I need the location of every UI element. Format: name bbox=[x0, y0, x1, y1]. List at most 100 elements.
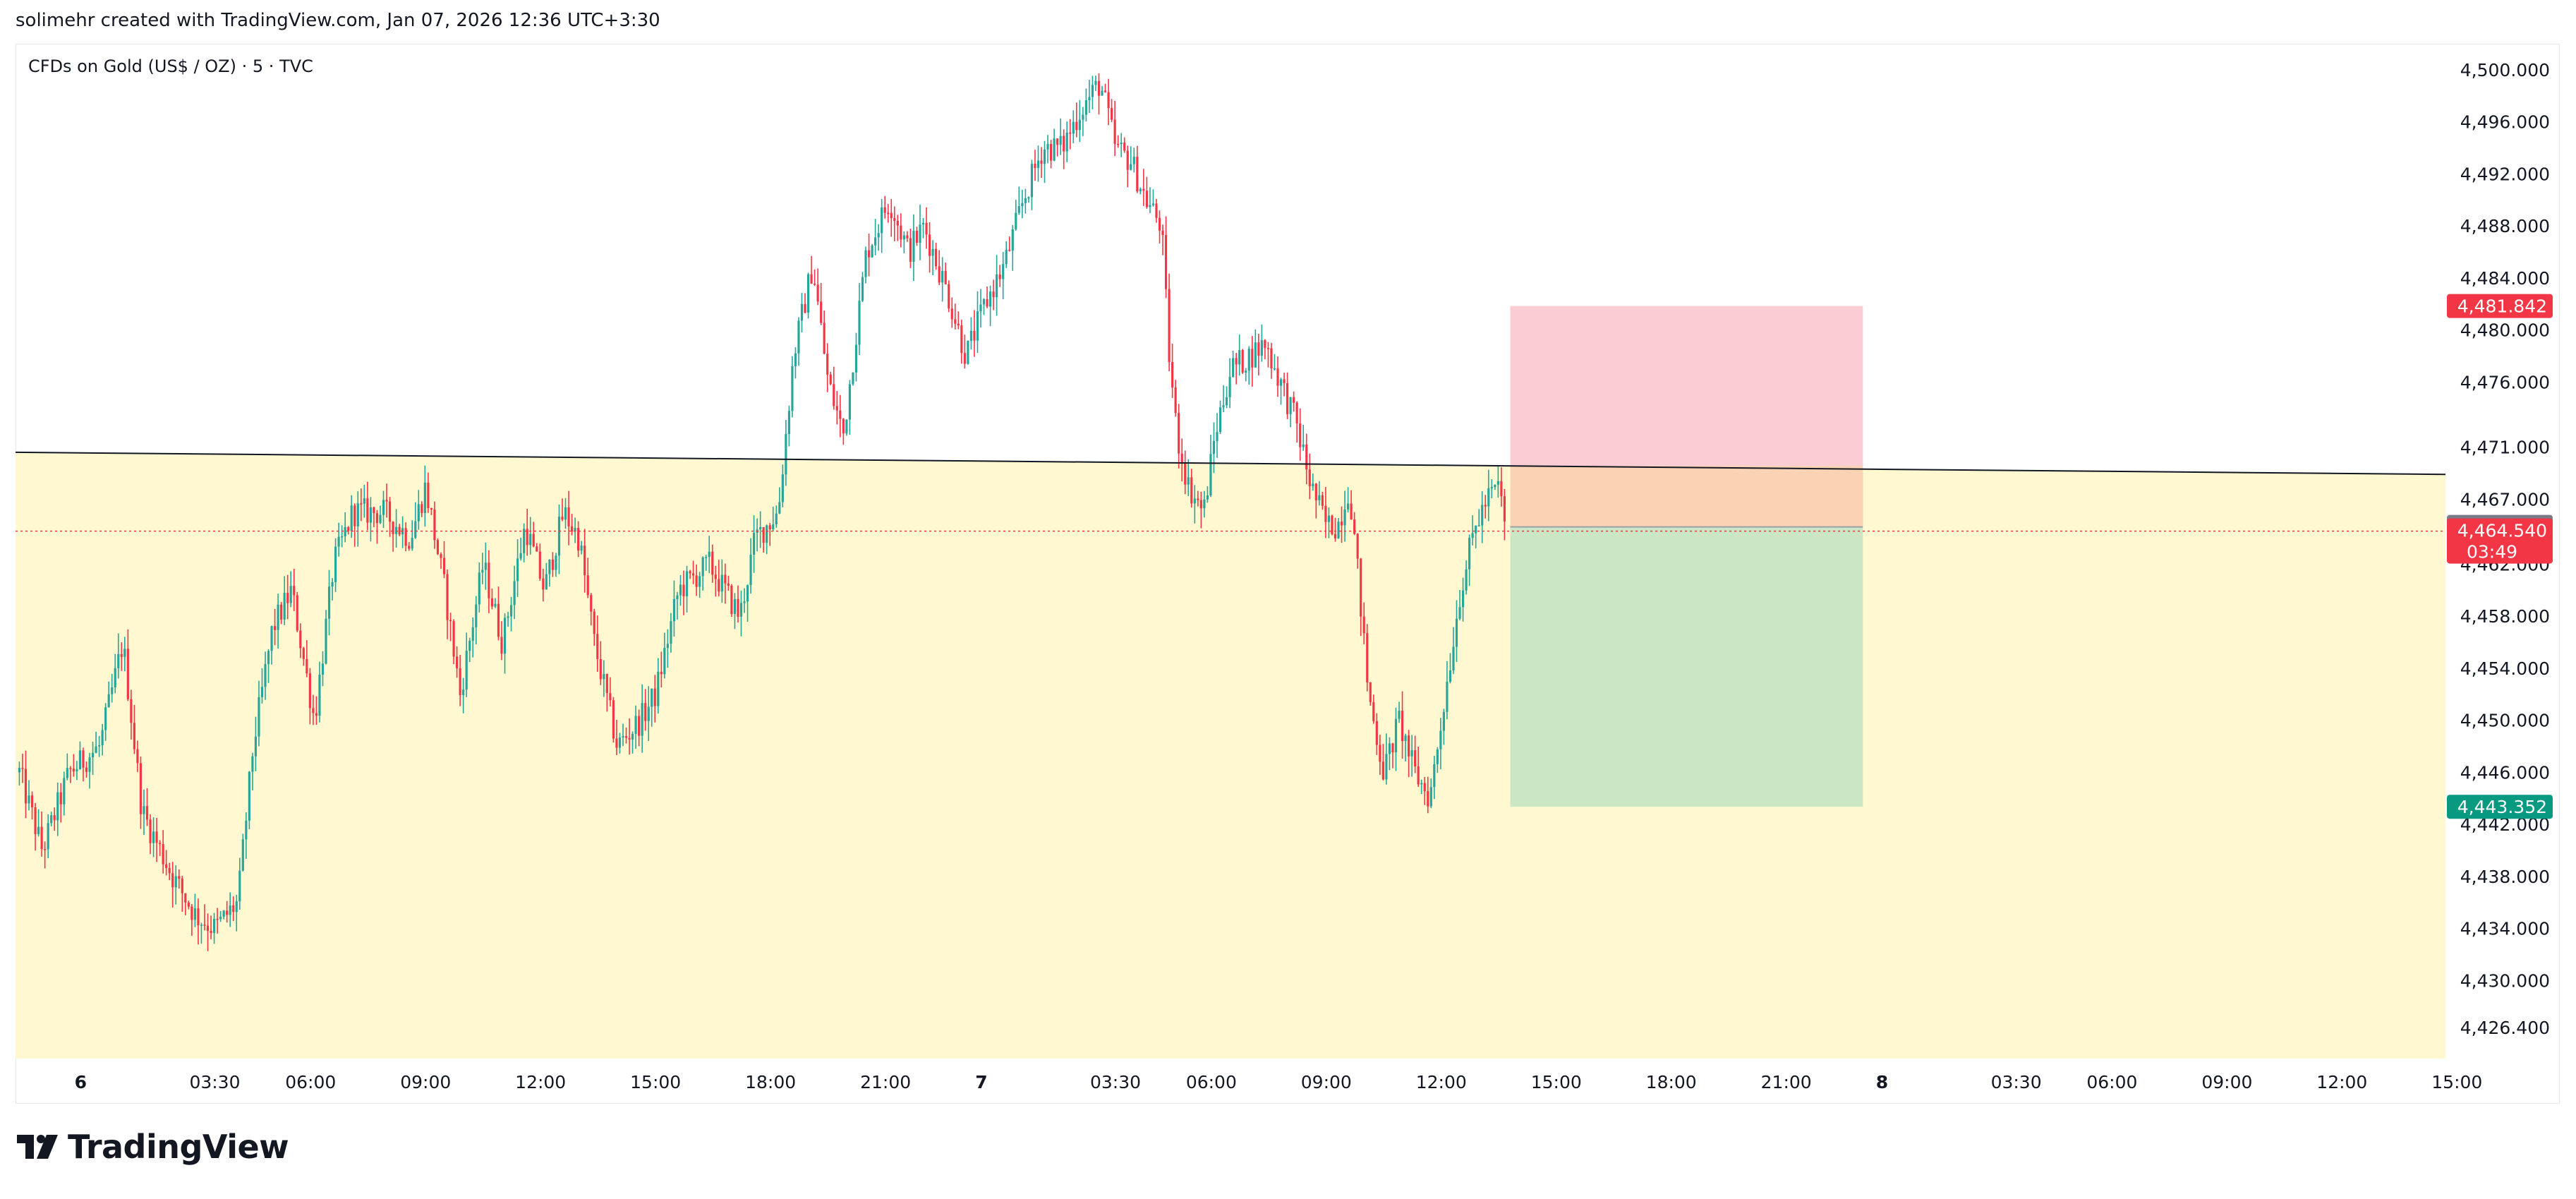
candle bbox=[596, 615, 599, 673]
candle-body bbox=[682, 584, 685, 596]
candle bbox=[245, 812, 248, 860]
candle-body bbox=[823, 323, 826, 354]
candle-body bbox=[666, 644, 669, 649]
take-profit-zone bbox=[1510, 526, 1863, 807]
candle-body bbox=[1308, 469, 1311, 486]
candle bbox=[315, 696, 318, 725]
candle-body bbox=[82, 750, 85, 768]
candle-body bbox=[516, 558, 519, 582]
candle-body bbox=[1002, 264, 1005, 279]
candle bbox=[1091, 76, 1094, 109]
candle-body bbox=[245, 820, 248, 840]
candle-body bbox=[628, 737, 631, 740]
candle-body bbox=[1193, 498, 1196, 504]
candle bbox=[1417, 747, 1420, 787]
candle-body bbox=[1423, 783, 1426, 792]
candle bbox=[1005, 241, 1008, 268]
candle bbox=[235, 894, 238, 932]
candle-body bbox=[1433, 764, 1436, 788]
candle bbox=[1017, 186, 1020, 215]
candle-body bbox=[446, 574, 449, 620]
candle bbox=[1446, 661, 1449, 720]
candle-body bbox=[1030, 164, 1034, 198]
candle-body bbox=[1206, 495, 1209, 500]
price-tick-label: 4,446.000 bbox=[2460, 762, 2550, 783]
candle bbox=[133, 704, 135, 754]
candle bbox=[1401, 691, 1404, 759]
candle-body bbox=[1101, 90, 1103, 96]
candle bbox=[1036, 145, 1040, 182]
candle-body bbox=[593, 611, 595, 634]
candle-body bbox=[459, 668, 461, 695]
candle-body bbox=[816, 284, 819, 302]
candle-body bbox=[1331, 515, 1334, 534]
candle-body bbox=[1324, 505, 1327, 522]
candle bbox=[327, 570, 331, 636]
candle-body bbox=[1417, 766, 1420, 785]
candle bbox=[842, 418, 845, 445]
candle bbox=[232, 896, 235, 921]
candle bbox=[347, 526, 350, 535]
time-tick-label: 21:00 bbox=[1761, 1072, 1812, 1092]
candle-body bbox=[1362, 616, 1365, 634]
candle bbox=[1078, 100, 1081, 143]
symbol-title[interactable]: CFDs on Gold (US$ / OZ) · 5 · TVC bbox=[28, 56, 313, 76]
candle bbox=[957, 311, 960, 330]
candle-body bbox=[1046, 144, 1049, 150]
candle bbox=[852, 372, 854, 386]
candle bbox=[660, 651, 663, 688]
candle bbox=[835, 391, 838, 425]
candle-body bbox=[737, 599, 739, 617]
candle-body bbox=[996, 274, 998, 298]
candle-body bbox=[1496, 481, 1499, 485]
candles-layer bbox=[18, 73, 1506, 951]
candle bbox=[423, 465, 426, 527]
tradingview-logo[interactable]: TradingView bbox=[17, 1128, 289, 1166]
candle bbox=[948, 280, 950, 313]
candle bbox=[203, 904, 206, 931]
candle bbox=[833, 366, 835, 410]
candle bbox=[1465, 560, 1468, 595]
candle-body bbox=[988, 291, 992, 307]
candle-body bbox=[612, 700, 615, 739]
candle-body bbox=[408, 546, 411, 549]
candle-body bbox=[107, 694, 110, 708]
time-tick-label: 6 bbox=[75, 1072, 87, 1092]
candle-body bbox=[1120, 142, 1123, 145]
candle bbox=[1088, 80, 1091, 114]
candle bbox=[513, 565, 516, 620]
candle-body bbox=[762, 526, 765, 543]
candle bbox=[557, 504, 561, 574]
candle bbox=[730, 584, 733, 617]
candle-body bbox=[1063, 135, 1065, 152]
candle-body bbox=[1075, 121, 1078, 131]
candle bbox=[1216, 413, 1219, 458]
time-tick-label: 12:00 bbox=[2316, 1072, 2367, 1092]
candle bbox=[273, 608, 277, 646]
candle-body bbox=[1232, 358, 1235, 378]
candle bbox=[1264, 339, 1266, 360]
candle-body bbox=[785, 434, 787, 475]
candle bbox=[759, 511, 762, 548]
price-tick-label: 4,450.000 bbox=[2460, 711, 2550, 731]
candle-body bbox=[963, 353, 966, 364]
candle-body bbox=[1050, 144, 1053, 161]
candle-body bbox=[695, 575, 698, 587]
candle-body bbox=[1168, 289, 1171, 362]
candle-body bbox=[98, 745, 101, 747]
candle bbox=[421, 501, 423, 517]
candle-body bbox=[605, 674, 608, 694]
candle-body bbox=[810, 274, 813, 284]
candle-body bbox=[1452, 646, 1455, 671]
candle bbox=[430, 507, 433, 515]
candle bbox=[509, 596, 513, 632]
candle bbox=[360, 488, 363, 522]
candle bbox=[427, 472, 430, 513]
candle-body bbox=[1197, 498, 1199, 500]
candle bbox=[1139, 187, 1142, 195]
candle-body bbox=[1187, 477, 1190, 485]
candle-body bbox=[871, 245, 873, 258]
candle-body bbox=[1136, 157, 1139, 192]
candle-body bbox=[187, 902, 190, 907]
